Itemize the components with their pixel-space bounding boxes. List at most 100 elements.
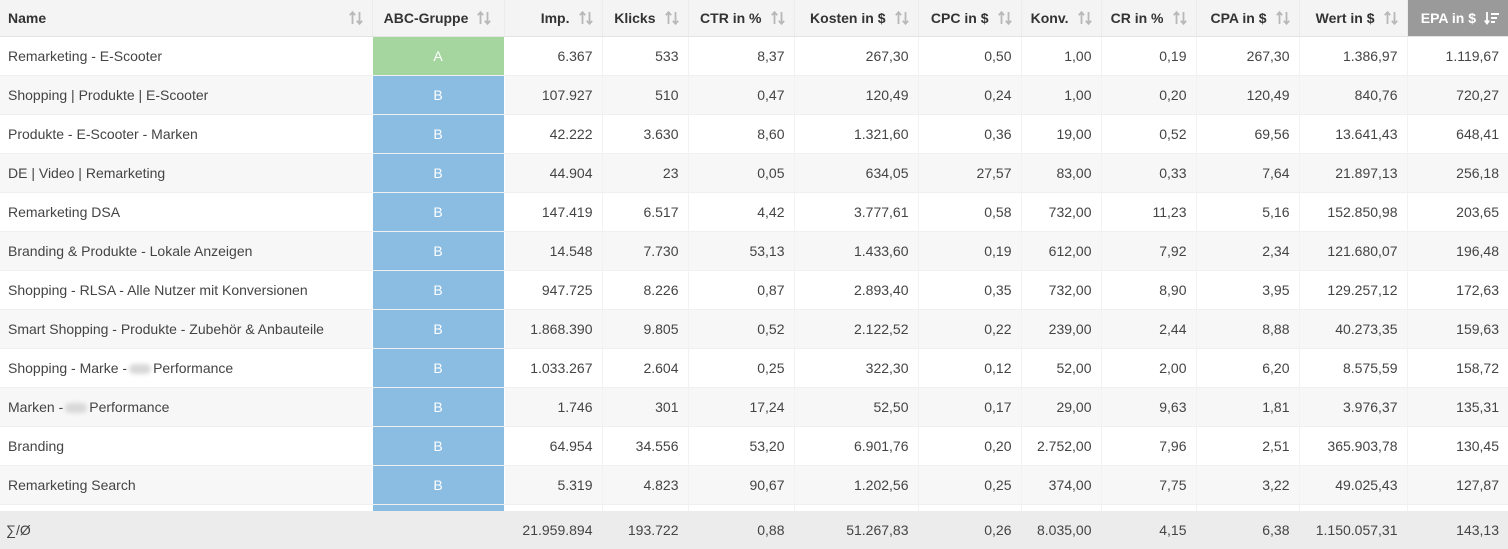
sort-both-icon[interactable] xyxy=(1077,10,1093,26)
column-header-label: Wert in $ xyxy=(1315,10,1375,26)
cell-kosten: 1.202,56 xyxy=(793,465,918,505)
column-header-label: Kosten in $ xyxy=(810,10,886,26)
total-cr: 4,15 xyxy=(1100,511,1196,549)
cell-klicks: 6.517 xyxy=(601,192,688,232)
sort-both-icon[interactable] xyxy=(476,10,492,26)
cell-imp: 147.419 xyxy=(503,192,602,232)
cell-ctr: 0,87 xyxy=(687,270,794,310)
cell-cpc: 0,36 xyxy=(917,114,1021,154)
column-header-abc[interactable]: ABC-Gruppe xyxy=(371,0,504,37)
table-row[interactable]: Shopping - RLSA - Alle Nutzer mit Konver… xyxy=(0,270,1508,310)
sort-both-icon[interactable] xyxy=(997,10,1013,26)
cell-klicks: 4.823 xyxy=(601,465,688,505)
cell-epa: 720,27 xyxy=(1406,75,1508,115)
table-row[interactable]: DE | Video | Remarketing B 44.904 23 0,05 634… xyxy=(0,153,1508,193)
cell-kosten: 267,30 xyxy=(793,36,918,76)
cell-klicks: 9.805 xyxy=(601,309,688,349)
cell-konv: 83,00 xyxy=(1020,153,1101,193)
sort-both-icon[interactable] xyxy=(770,10,786,26)
table-row[interactable]: Remarketing Search B 5.319 4.823 90,67 1.202,… xyxy=(0,465,1508,505)
table-row[interactable]: Remarketing - E-Scooter A 6.367 533 8,37 267,… xyxy=(0,36,1508,76)
sort-both-icon[interactable] xyxy=(1383,10,1399,26)
cell-konv: 2.752,00 xyxy=(1020,426,1101,466)
redacted-text xyxy=(65,403,88,414)
table-row[interactable]: Produkte - E-Scooter - Marken B 42.222 3.63… xyxy=(0,114,1508,154)
sort-both-icon[interactable] xyxy=(348,10,364,26)
cell-partial xyxy=(1020,504,1101,511)
cell-wert: 1.386,97 xyxy=(1298,36,1407,76)
sort-both-icon[interactable] xyxy=(664,10,680,26)
column-header-label: Name xyxy=(8,10,47,26)
sort-both-icon[interactable] xyxy=(894,10,910,26)
column-header-kosten[interactable]: Kosten in $ xyxy=(793,0,918,37)
abc-group-badge: B xyxy=(371,387,505,427)
column-header-cpa[interactable]: CPA in $ xyxy=(1195,0,1299,37)
table-row[interactable]: Remarketing DSA B 147.419 6.517 4,42 3.777,61… xyxy=(0,192,1508,232)
cell-epa: 172,63 xyxy=(1406,270,1508,310)
cell-ctr: 0,25 xyxy=(687,348,794,388)
cell-cpa: 2,51 xyxy=(1195,426,1299,466)
sort-both-icon[interactable] xyxy=(578,10,594,26)
total-imp: 21.959.894 xyxy=(503,511,602,549)
column-header-ctr[interactable]: CTR in % xyxy=(687,0,794,37)
header-row: Name ABC-Gruppe Imp. Klicks CTR in % Kosten i… xyxy=(0,0,1508,37)
sort-both-icon[interactable] xyxy=(1172,10,1188,26)
cell-cr: 2,00 xyxy=(1100,348,1196,388)
redacted-text xyxy=(129,364,152,375)
column-header-klicks[interactable]: Klicks xyxy=(601,0,688,37)
cell-cpa: 2,34 xyxy=(1195,231,1299,271)
table-row[interactable]: Shopping - Marke - Performance B 1.033.267 2… xyxy=(0,348,1508,388)
cell-ctr: 0,47 xyxy=(687,75,794,115)
table-row[interactable]: Marken - Performance B 1.746 301 17,24 52,50 0,… xyxy=(0,387,1508,427)
column-header-cr[interactable]: CR in % xyxy=(1100,0,1196,37)
column-header-imp[interactable]: Imp. xyxy=(503,0,602,37)
cell-partial xyxy=(1195,504,1299,511)
table-row[interactable]: Branding B 64.954 34.556 53,20 6.901,76 0,20 2.… xyxy=(0,426,1508,466)
cell-epa: 203,65 xyxy=(1406,192,1508,232)
cell-cpc: 0,50 xyxy=(917,36,1021,76)
cell-cpa: 267,30 xyxy=(1195,36,1299,76)
column-header-name[interactable]: Name xyxy=(0,0,372,37)
sort-desc-icon[interactable] xyxy=(1484,10,1500,26)
cell-ctr: 53,13 xyxy=(687,231,794,271)
cell-name: DE | Video | Remarketing xyxy=(0,153,372,193)
column-header-wert[interactable]: Wert in $ xyxy=(1298,0,1407,37)
cell-konv: 732,00 xyxy=(1020,192,1101,232)
column-header-konv[interactable]: Konv. xyxy=(1020,0,1101,37)
cell-wert: 365.903,78 xyxy=(1298,426,1407,466)
abc-group-badge: B xyxy=(371,465,505,505)
cell-wert: 152.850,98 xyxy=(1298,192,1407,232)
cell-partial xyxy=(687,504,794,511)
cell-epa: 135,31 xyxy=(1406,387,1508,427)
cell-partial xyxy=(793,504,918,511)
table-row[interactable]: Branding & Produkte - Lokale Anzeigen B 14… xyxy=(0,231,1508,271)
table-row[interactable]: Shopping | Produkte | E-Scooter B 107.927 5… xyxy=(0,75,1508,115)
cell-partial xyxy=(1100,504,1196,511)
column-header-epa[interactable]: EPA in $ xyxy=(1406,0,1508,37)
sort-both-icon[interactable] xyxy=(1275,10,1291,26)
abc-group-badge: B xyxy=(371,153,505,193)
cell-klicks: 3.630 xyxy=(601,114,688,154)
cell-cr: 7,92 xyxy=(1100,231,1196,271)
column-header-cpc[interactable]: CPC in $ xyxy=(917,0,1021,37)
cell-cpc: 0,17 xyxy=(917,387,1021,427)
cell-name-part: Marken - xyxy=(8,399,64,415)
cell-cpc: 0,25 xyxy=(917,465,1021,505)
cell-konv: 732,00 xyxy=(1020,270,1101,310)
column-header-label: Klicks xyxy=(614,10,656,26)
cell-wert: 129.257,12 xyxy=(1298,270,1407,310)
table-row[interactable]: Smart Shopping - Produkte - Zubehör & An… xyxy=(0,309,1508,349)
cell-cpc: 0,24 xyxy=(917,75,1021,115)
abc-group-badge: B xyxy=(371,114,505,154)
total-klicks: 193.722 xyxy=(601,511,688,549)
cell-konv: 1,00 xyxy=(1020,36,1101,76)
cell-imp: 107.927 xyxy=(503,75,602,115)
cell-kosten: 120,49 xyxy=(793,75,918,115)
cell-name: Shopping | Produkte | E-Scooter xyxy=(0,75,372,115)
column-header-label: EPA in $ xyxy=(1420,10,1476,26)
abc-group-badge: B xyxy=(371,231,505,271)
cell-wert: 840,76 xyxy=(1298,75,1407,115)
cell-cpa: 6,20 xyxy=(1195,348,1299,388)
cell-wert: 21.897,13 xyxy=(1298,153,1407,193)
